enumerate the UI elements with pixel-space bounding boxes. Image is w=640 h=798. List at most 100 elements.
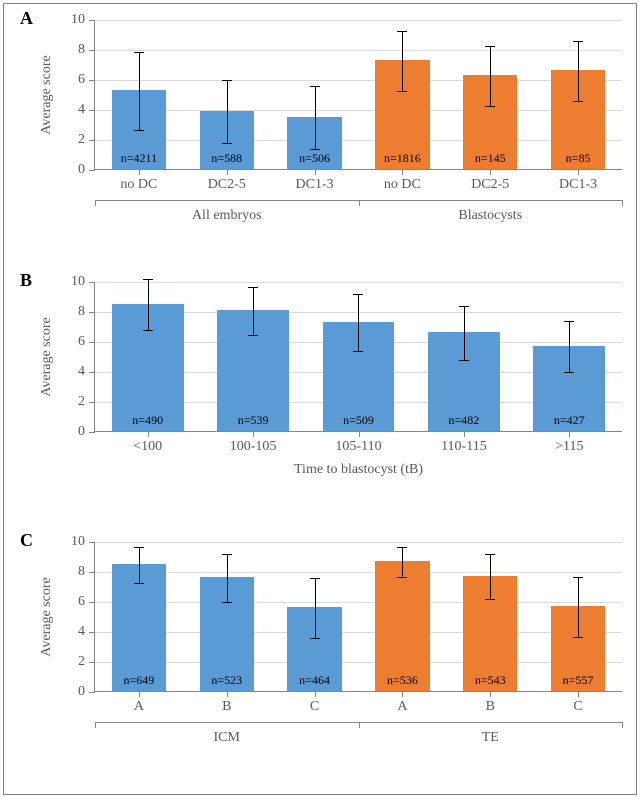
y-tick	[89, 170, 95, 171]
error-cap	[310, 86, 320, 87]
error-cap	[222, 554, 232, 555]
error-cap	[222, 143, 232, 144]
x-tick	[315, 691, 316, 697]
panel-b-label: B	[20, 270, 32, 291]
x-tick-label: 100-105	[230, 439, 277, 455]
error-bar	[315, 86, 316, 149]
x-tick-label: C	[573, 699, 582, 715]
panel-c-chart: Average score 0246810n=649An=523Bn=464Cn…	[94, 542, 622, 692]
group-tick	[622, 722, 623, 728]
error-cap	[310, 638, 320, 639]
y-tick-label: 10	[61, 534, 85, 550]
x-tick	[490, 169, 491, 175]
x-tick	[227, 169, 228, 175]
bar-slot: n=490	[95, 282, 200, 431]
panel-c-plot: Average score 0246810n=649An=523Bn=464Cn…	[94, 542, 622, 692]
panel-c-label: C	[20, 530, 33, 551]
y-tick	[89, 692, 95, 693]
group-tick	[359, 200, 360, 206]
bar-slot: n=482	[411, 282, 516, 431]
bar-slot: n=543	[446, 542, 534, 691]
error-cap	[485, 554, 495, 555]
x-tick-label: 105-110	[335, 439, 381, 455]
y-tick-label: 2	[61, 394, 85, 410]
n-label: n=1816	[384, 151, 421, 166]
n-label: n=4211	[121, 151, 157, 166]
bar-slot: n=506	[271, 20, 359, 169]
x-tick-label: DC2-5	[471, 177, 509, 193]
x-tick	[148, 431, 149, 437]
x-tick	[227, 691, 228, 697]
error-cap	[222, 80, 232, 81]
error-bar	[402, 547, 403, 577]
error-cap	[143, 330, 153, 331]
bar-slot: n=509	[306, 282, 411, 431]
error-cap	[134, 547, 144, 548]
error-bar	[139, 52, 140, 130]
x-tick-label: <100	[133, 439, 162, 455]
error-cap	[459, 360, 469, 361]
x-tick-label: C	[310, 699, 319, 715]
n-label: n=490	[132, 413, 163, 428]
bar-slot: n=539	[200, 282, 305, 431]
y-tick-label: 0	[61, 424, 85, 440]
error-bar	[490, 554, 491, 599]
group-tick	[359, 722, 360, 728]
panel-a-label: A	[20, 8, 33, 29]
x-tick	[402, 691, 403, 697]
group-label: ICM	[214, 730, 240, 746]
error-cap	[353, 351, 363, 352]
error-cap	[564, 321, 574, 322]
error-cap	[397, 31, 407, 32]
error-cap	[564, 372, 574, 373]
n-label: n=539	[238, 413, 269, 428]
error-bar	[253, 287, 254, 335]
x-tick-label: A	[134, 699, 144, 715]
n-label: n=588	[211, 151, 242, 166]
error-bar	[148, 279, 149, 330]
y-tick-label: 8	[61, 42, 85, 58]
figure-container: A Average score 0246810n=4211no DCn=588D…	[3, 3, 637, 795]
y-tick-label: 4	[61, 102, 85, 118]
error-bar	[358, 294, 359, 351]
n-label: n=543	[475, 673, 506, 688]
bar-slot: n=1816	[359, 20, 447, 169]
error-bar	[464, 306, 465, 360]
n-label: n=557	[563, 673, 594, 688]
n-label: n=464	[299, 673, 330, 688]
y-tick-label: 6	[61, 334, 85, 350]
error-bar	[569, 321, 570, 372]
y-tick-label: 2	[61, 654, 85, 670]
x-tick-label: DC1-3	[296, 177, 334, 193]
x-tick-label: no DC	[120, 177, 157, 193]
x-tick	[578, 169, 579, 175]
error-cap	[248, 335, 258, 336]
n-label: n=536	[387, 673, 418, 688]
error-bar	[402, 31, 403, 91]
panel-a-plot: Average score 0246810n=4211no DCn=588DC2…	[94, 20, 622, 170]
bar-slot: n=649	[95, 542, 183, 691]
error-cap	[248, 287, 258, 288]
panel-b: B Average score 0246810n=490<100n=539100…	[4, 266, 636, 526]
n-label: n=649	[124, 673, 155, 688]
error-bar	[490, 46, 491, 106]
y-tick-label: 4	[61, 364, 85, 380]
y-tick-label: 4	[61, 624, 85, 640]
y-tick-label: 0	[61, 684, 85, 700]
bar-slot: n=85	[534, 20, 622, 169]
x-tick	[569, 431, 570, 437]
x-tick	[402, 169, 403, 175]
y-tick-label: 0	[61, 162, 85, 178]
x-tick	[139, 691, 140, 697]
error-cap	[573, 101, 583, 102]
y-tick-label: 6	[61, 594, 85, 610]
error-cap	[485, 599, 495, 600]
n-label: n=523	[211, 673, 242, 688]
group-tick	[95, 200, 96, 206]
x-tick	[315, 169, 316, 175]
bar-slot: n=523	[183, 542, 271, 691]
error-cap	[485, 46, 495, 47]
panel-a-ylabel: Average score	[39, 55, 55, 134]
panel-a-chart: Average score 0246810n=4211no DCn=588DC2…	[94, 20, 622, 170]
y-tick-label: 8	[61, 564, 85, 580]
